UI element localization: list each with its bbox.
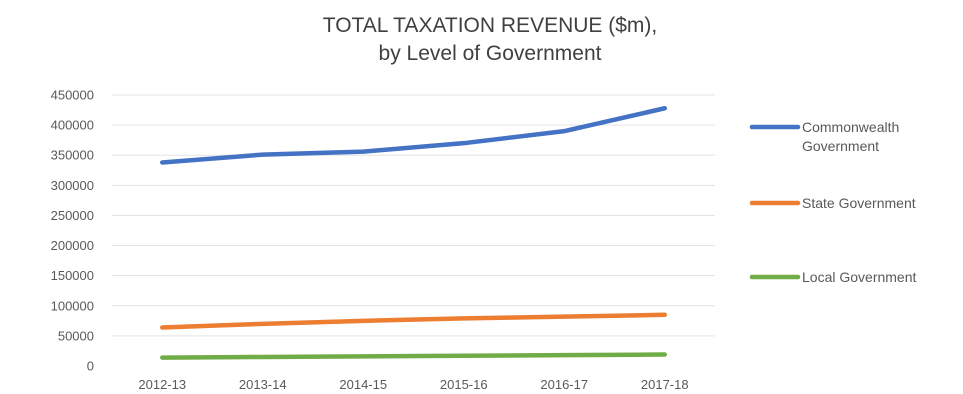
- y-tick-label: 50000: [58, 328, 94, 343]
- legend-label: Government: [802, 138, 879, 154]
- gridlines: [112, 94, 715, 337]
- y-tick-label: 400000: [51, 118, 94, 133]
- x-tick-label: 2014-15: [339, 377, 387, 392]
- x-axis-ticks: 2012-13 2013-14 2014-15 2015-16 2016-17 2017-…: [138, 377, 688, 392]
- y-tick-label: 300000: [51, 178, 94, 193]
- y-tick-label: 350000: [51, 148, 94, 163]
- legend: Commonwealth Government State Government Lo…: [749, 119, 917, 285]
- x-tick-label: 2012-13: [138, 377, 186, 392]
- chart-title: TOTAL TAXATION REVENUE ($m), by Level of …: [323, 14, 658, 65]
- series-line: [160, 312, 667, 330]
- x-tick-label: 2016-17: [540, 377, 588, 392]
- x-tick-label: 2017-18: [641, 377, 689, 392]
- chart-title-line: by Level of Government: [379, 42, 602, 65]
- series-line: [160, 105, 667, 165]
- y-tick-label: 250000: [51, 208, 94, 223]
- series-line: [160, 352, 667, 360]
- legend-label: Commonwealth: [802, 119, 899, 135]
- y-tick-label: 450000: [51, 88, 94, 103]
- legend-label: State Government: [802, 195, 916, 211]
- legend-label: Local Government: [802, 269, 917, 285]
- x-tick-label: 2015-16: [440, 377, 488, 392]
- y-tick-label: 200000: [51, 238, 94, 253]
- x-tick-label: 2013-14: [239, 377, 287, 392]
- y-tick-label: 150000: [51, 268, 94, 283]
- y-tick-label: 0: [87, 359, 94, 374]
- chart-title-line: TOTAL TAXATION REVENUE ($m),: [323, 14, 658, 37]
- series-lines: [160, 105, 667, 360]
- y-axis-ticks: 450000 400000 350000 300000 250000 200000 1500…: [51, 88, 94, 374]
- y-tick-label: 100000: [51, 298, 94, 313]
